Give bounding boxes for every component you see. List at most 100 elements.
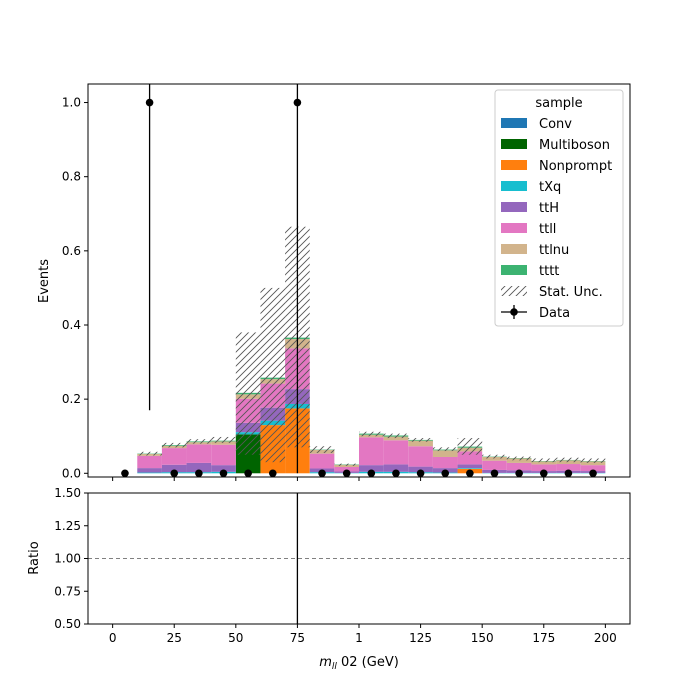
bar-ttlnu-19 [580, 461, 606, 466]
data-point-5 [244, 469, 252, 478]
legend-swatch-data [510, 308, 518, 316]
bar-ttlnu-9 [334, 464, 359, 467]
legend-label-nonprompt: Nonprompt [539, 159, 612, 174]
ratio-y-tick-label-0: 0.50 [54, 617, 81, 631]
bar-tth-2 [161, 464, 187, 473]
data-point-18 [564, 469, 573, 478]
data-point-4 [219, 469, 228, 478]
x-tick-label-0: 0 [109, 631, 117, 645]
data-point-19 [589, 469, 597, 478]
x-tick-label-5: 125 [409, 631, 432, 645]
stat-unc-band-15 [482, 454, 507, 459]
legend-swatch-ttll [501, 223, 527, 233]
data-point-9 [342, 469, 351, 478]
data-point-13 [441, 469, 450, 478]
ratio-panel: 0.50 0.75 1.00 1.25 1.50 0 25 50 75 1 125 150 175 20… [27, 486, 631, 672]
bar-tth-10 [359, 465, 384, 472]
bar-ttll-10 [359, 437, 384, 466]
legend: sample Conv Multiboson Nonprompt tXq ttH ttll… [494, 89, 624, 327]
data-point-12 [416, 469, 425, 478]
main-y-tick-label-1: 0.2 [62, 392, 81, 406]
ratio-y-axis: 0.50 0.75 1.00 1.25 1.50 [54, 486, 88, 631]
legend-swatch-nonprompt [501, 160, 527, 170]
stat-unc-band-12 [408, 438, 433, 442]
data-point-11 [392, 469, 400, 478]
legend-swatch-txq [501, 181, 527, 191]
legend-swatch-conv [501, 118, 527, 128]
bar-ttll-12 [408, 446, 433, 467]
bar-ttll-8 [309, 453, 335, 469]
ratio-y-tick-label-4: 1.50 [54, 486, 81, 500]
stat-unc-band-5 [235, 332, 261, 455]
stat-unc-band-6 [260, 287, 286, 463]
main-y-axis: 0.0 0.2 0.4 0.6 0.8 1.0 [62, 96, 88, 480]
stat-unc-band-19 [580, 458, 606, 463]
bar-ttll-19 [580, 465, 606, 472]
ratio-content [88, 493, 630, 624]
legend-label-ttll: ttll [539, 222, 556, 237]
main-y-tick-label-3: 0.6 [62, 244, 81, 258]
x-axis-label-rest: 02 (GeV) [337, 655, 399, 670]
legend-label-stat-unc: Stat. Unc. [539, 285, 603, 300]
bar-ttll-16 [506, 462, 532, 471]
ratio-plot-area [88, 493, 630, 624]
x-tick-label-1: 25 [167, 631, 182, 645]
data-point-6 [268, 469, 277, 478]
bar-ttlnu-15 [482, 456, 507, 461]
x-axis-label: mll 02 (GeV) [319, 655, 399, 672]
bar-ttlnu-4 [211, 441, 236, 445]
x-axis: 0 25 50 75 1 125 150 175 200 [109, 624, 617, 645]
bar-txq-1 [137, 472, 162, 474]
legend-label-ttlnu: ttlnu [539, 243, 569, 258]
stat-unc-band-3 [186, 439, 212, 444]
legend-swatch-tth [501, 202, 527, 212]
legend-swatch-stat-unc [501, 286, 527, 296]
bar-tth-12 [408, 466, 433, 473]
legend-label-tttt: tttt [539, 264, 559, 279]
bar-ttll-11 [383, 440, 409, 465]
bar-tth-1 [137, 468, 162, 473]
x-axis-label-main: m [319, 655, 332, 670]
data-point-16 [515, 469, 523, 478]
stat-unc-band-10 [359, 431, 384, 437]
x-tick-label-4: 1 [355, 631, 363, 645]
bar-tth-3 [186, 462, 212, 473]
legend-label-txq: tXq [539, 180, 561, 195]
bar-tth-11 [383, 464, 409, 472]
data-point-10 [367, 469, 376, 478]
ratio-y-tick-label-2: 1.00 [54, 552, 81, 566]
stat-unc-band-9 [334, 463, 359, 466]
data-point-2 [170, 469, 179, 478]
x-tick-label-2: 50 [228, 631, 243, 645]
x-axis-label-sub: ll [332, 662, 338, 672]
legend-label-multiboson: Multiboson [539, 138, 610, 153]
bar-ttll-1 [137, 455, 162, 469]
ratio-y-tick-label-1: 0.75 [54, 584, 81, 598]
data-point-17 [539, 469, 548, 478]
legend-title: sample [535, 96, 582, 111]
stat-unc-band-14 [457, 438, 483, 455]
x-tick-label-8: 200 [594, 631, 617, 645]
bar-ttll-17 [531, 464, 557, 472]
bar-ttll-18 [556, 464, 581, 471]
stat-unc-band-11 [383, 433, 409, 439]
stat-unc-band-18 [556, 457, 581, 463]
ratio-y-tick-label-3: 1.25 [54, 519, 81, 533]
main-x-ticks [112, 477, 606, 481]
bar-tth-14 [457, 464, 483, 469]
stat-unc-band-2 [161, 442, 187, 448]
main-y-tick-label-5: 1.0 [62, 96, 81, 110]
data-point-1 [145, 98, 154, 107]
legend-label-conv: Conv [539, 117, 572, 132]
data-point-3 [195, 469, 203, 478]
x-tick-label-3: 75 [290, 631, 305, 645]
main-y-tick-label-0: 0.0 [62, 466, 81, 480]
legend-swatch-ttlnu [501, 244, 527, 254]
legend-swatch-multiboson [501, 139, 527, 149]
bar-ttll-15 [482, 460, 507, 470]
x-tick-label-6: 150 [471, 631, 494, 645]
bar-ttll-2 [161, 448, 187, 465]
bar-ttlnu-12 [408, 440, 433, 447]
data-point-14 [466, 469, 474, 478]
